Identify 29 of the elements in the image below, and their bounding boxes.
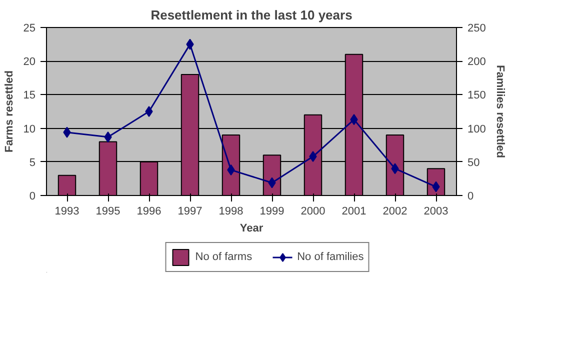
x-tick-label: 1996 bbox=[136, 206, 162, 218]
y-tick-label: 15 bbox=[23, 90, 36, 102]
x-tick-label: 2000 bbox=[300, 206, 326, 218]
x-axis-title: Year bbox=[240, 222, 264, 234]
x-tick-label: 1997 bbox=[178, 206, 202, 218]
y-tick-label: 5 bbox=[29, 156, 36, 169]
y2-tick-label: 250 bbox=[468, 22, 486, 34]
x-tick-label: 1993 bbox=[54, 206, 80, 218]
y2-tick-label: 0 bbox=[468, 190, 474, 202]
y2-tick-label: 50 bbox=[468, 156, 480, 169]
x-tick-label: 1995 bbox=[96, 206, 120, 218]
y-tick-label: 20 bbox=[23, 56, 36, 68]
chart-title: Resettlement in the last 10 years bbox=[150, 8, 352, 22]
y-tick-label: 0 bbox=[29, 190, 36, 202]
y-tick-label: 25 bbox=[23, 22, 36, 34]
x-tick-label: 2001 bbox=[342, 206, 366, 218]
y-axis-title: Farms resettled bbox=[3, 70, 16, 152]
legend-label: No of families bbox=[297, 251, 364, 263]
y2-tick-label: 200 bbox=[468, 56, 486, 68]
y2-tick-label: 150 bbox=[468, 90, 486, 102]
y2-axis-title: Families resettled bbox=[494, 65, 506, 158]
x-tick-label: 1998 bbox=[218, 206, 244, 218]
x-tick-label: 2003 bbox=[424, 206, 448, 218]
y2-tick-label: 100 bbox=[468, 123, 486, 136]
legend-label: No of farms bbox=[195, 251, 252, 263]
point bbox=[145, 106, 153, 117]
x-tick-label: 2002 bbox=[382, 206, 408, 218]
x-tick-label: 1999 bbox=[260, 206, 284, 218]
y-tick-label: 10 bbox=[23, 123, 36, 136]
